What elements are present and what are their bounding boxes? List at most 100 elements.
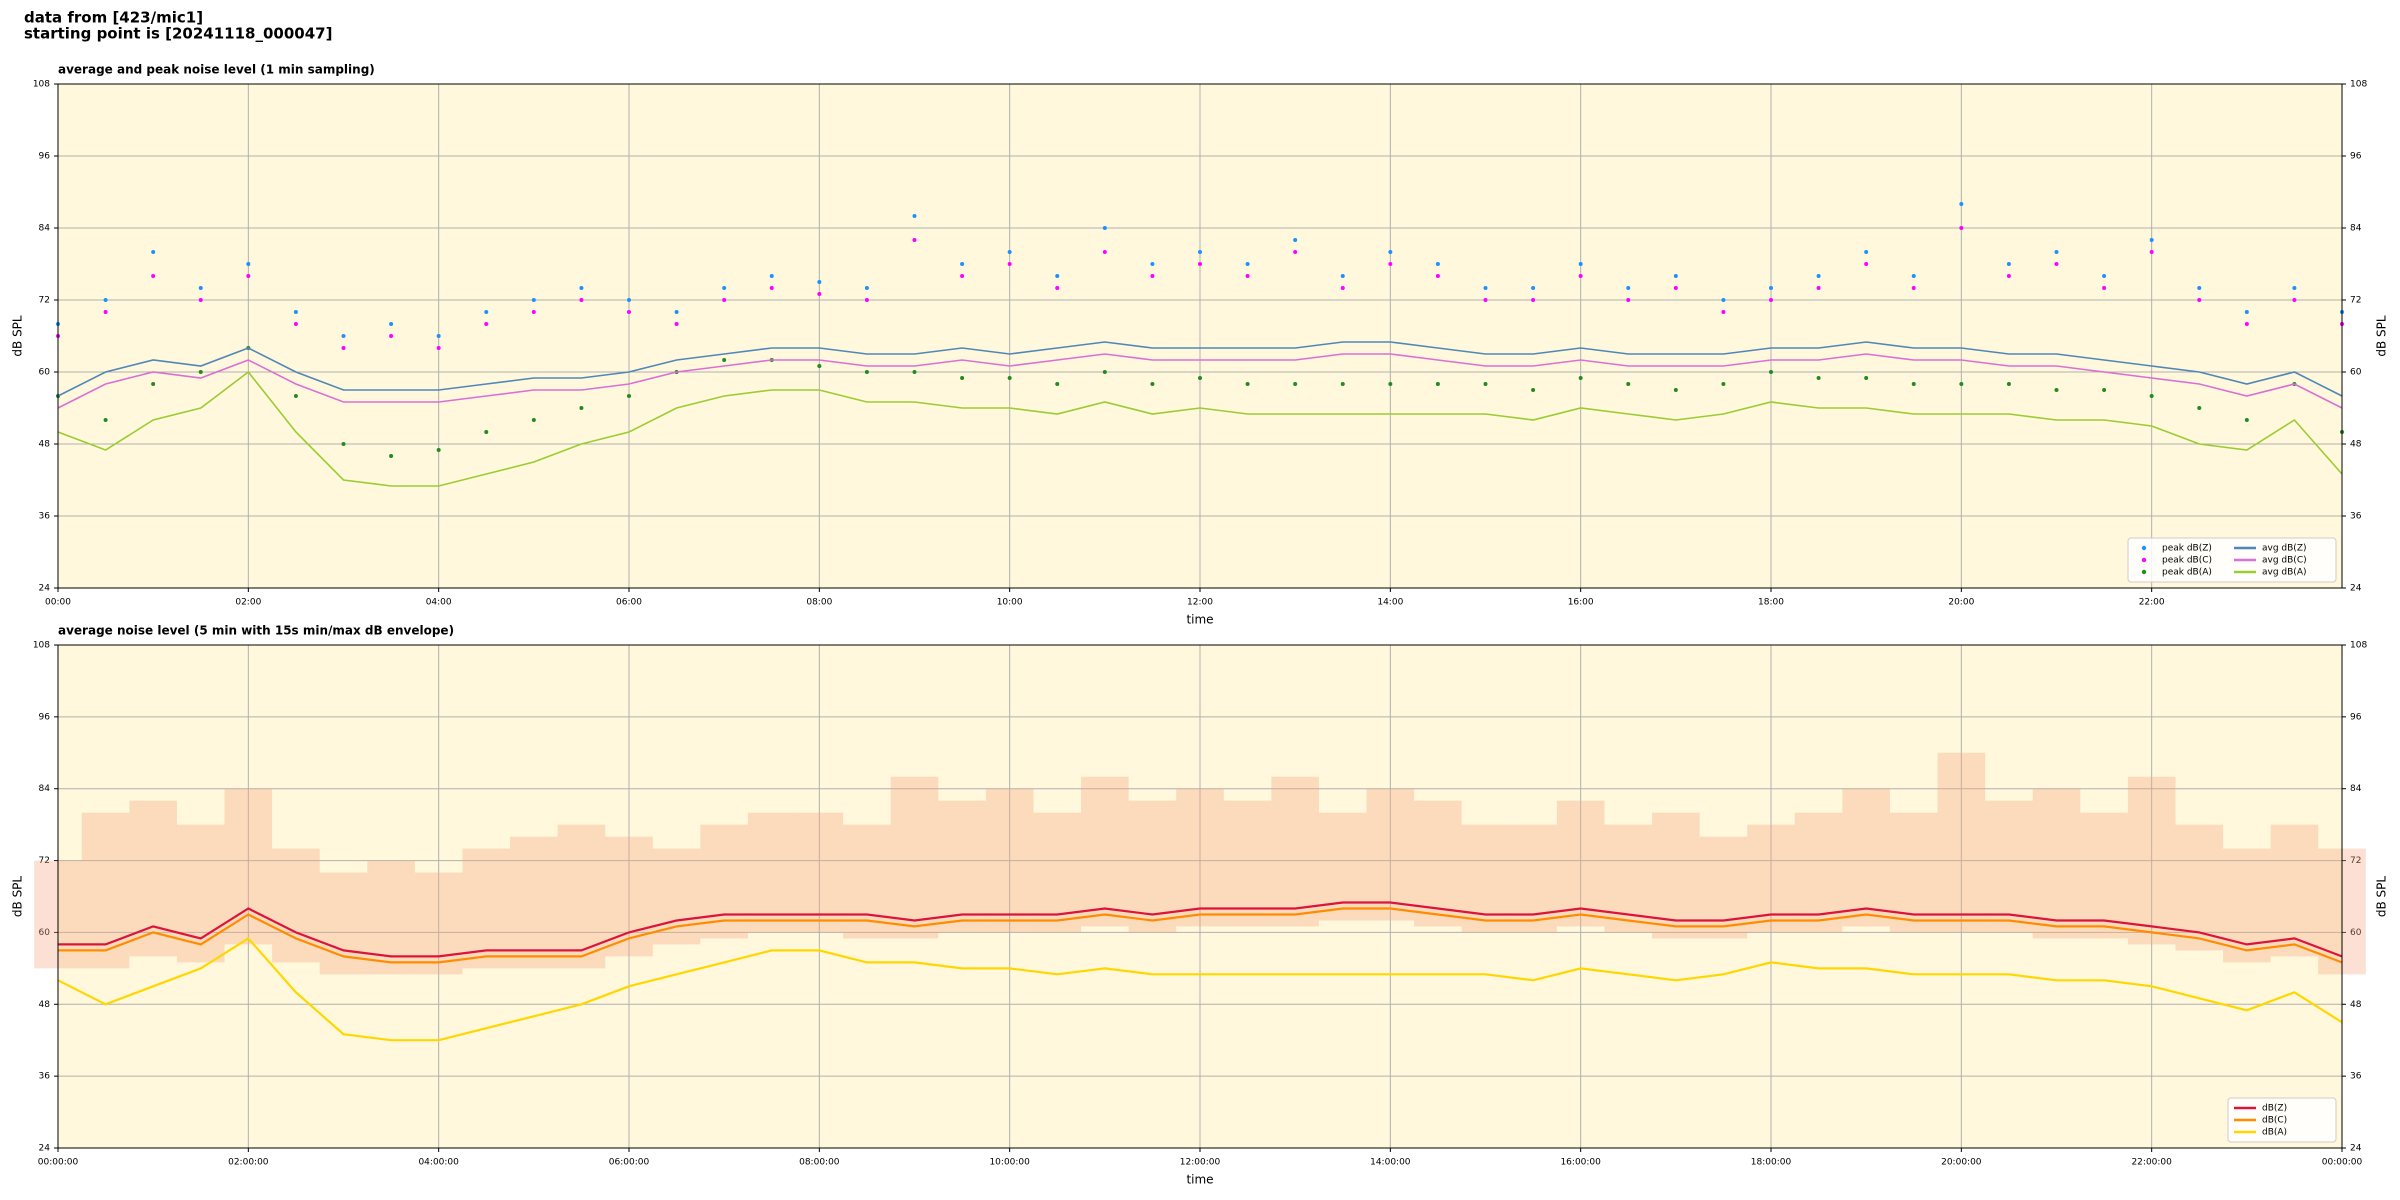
peak-dot [2292, 286, 2297, 290]
peak-dot [1245, 274, 1250, 278]
y2-tick-label: 96 [2350, 152, 2362, 162]
x-tick-label: 08:00:00 [799, 1158, 840, 1168]
peak-dot [960, 262, 965, 266]
y-tick-label: 24 [39, 1144, 51, 1154]
chart-title: average and peak noise level (1 min samp… [58, 63, 375, 77]
envelope-band [652, 848, 701, 945]
peak-dot [960, 376, 965, 380]
peak-dot [1293, 382, 1298, 386]
y2-tick-label: 48 [2350, 1000, 2362, 1010]
peak-dot [1055, 382, 1060, 386]
y2-tick-label: 84 [2350, 224, 2362, 234]
peak-dot [722, 286, 727, 290]
peak-dot [1245, 382, 1250, 386]
envelope-band [1699, 836, 1748, 939]
peak-dot [151, 382, 156, 386]
y-tick-label: 36 [39, 512, 51, 522]
x-tick-label: 16:00 [1568, 598, 1594, 608]
peak-dot [579, 286, 584, 290]
x-tick-label: 10:00:00 [989, 1158, 1030, 1168]
peak-dot [1435, 382, 1440, 386]
peak-dot [1055, 274, 1060, 278]
envelope-band [2270, 824, 2319, 957]
legend-marker [2141, 545, 2147, 551]
peak-dot [579, 298, 584, 302]
peak-dot [531, 310, 536, 314]
y-tick-label: 84 [39, 224, 51, 234]
peak-dot [198, 298, 203, 302]
peak-dot [2054, 250, 2059, 254]
legend-marker [2141, 569, 2147, 575]
peak-dot [674, 322, 679, 326]
peak-dot [960, 274, 965, 278]
chart-title: average noise level (5 min with 15s min/… [58, 624, 454, 638]
peak-dot [1007, 262, 1012, 266]
peak-dot [1102, 370, 1107, 374]
peak-dot [484, 310, 489, 314]
y-tick-label: 72 [39, 856, 50, 866]
peak-dot [864, 286, 869, 290]
y-tick-label: 48 [39, 1000, 51, 1010]
peak-dot [1388, 382, 1393, 386]
envelope-band [795, 812, 844, 933]
y2-axis-label: dB SPL [2375, 315, 2389, 357]
peak-dot [103, 418, 108, 422]
peak-dot [2149, 250, 2154, 254]
peak-dot [2054, 262, 2059, 266]
peak-dot [1816, 274, 1821, 278]
peak-dot [722, 358, 727, 362]
y2-tick-label: 108 [2350, 641, 2367, 651]
x-tick-label: 22:00 [2139, 598, 2165, 608]
peak-dot [2244, 310, 2249, 314]
envelope-band [1461, 824, 1510, 933]
peak-dot [2197, 406, 2202, 410]
peak-dot [1150, 262, 1155, 266]
legend-label: peak dB(C) [2162, 556, 2212, 566]
peak-dot [1340, 286, 1345, 290]
peak-dot [722, 298, 727, 302]
x-tick-label: 06:00 [616, 598, 642, 608]
x-tick-label: 22:00:00 [2131, 1158, 2172, 1168]
x-axis-label: time [1186, 613, 1213, 627]
peak-dot [1531, 388, 1536, 392]
peak-dot [2006, 274, 2011, 278]
peak-dot [531, 418, 536, 422]
peak-dot [1483, 382, 1488, 386]
x-tick-label: 14:00 [1377, 598, 1403, 608]
peak-dot [1673, 274, 1678, 278]
y-tick-label: 96 [39, 712, 51, 722]
peak-dot [484, 430, 489, 434]
peak-dot [817, 364, 822, 368]
peak-dot [1864, 376, 1869, 380]
x-tick-label: 04:00:00 [418, 1158, 459, 1168]
peak-dot [1578, 262, 1583, 266]
peak-dot [1959, 202, 1964, 206]
x-tick-label: 00:00:00 [38, 1158, 79, 1168]
header-line: data from [423/mic1] [24, 9, 203, 27]
peak-dot [341, 442, 346, 446]
peak-dot [2244, 322, 2249, 326]
peak-dot [1673, 286, 1678, 290]
peak-dot [817, 292, 822, 296]
peak-dot [1150, 274, 1155, 278]
x-tick-label: 04:00 [426, 598, 452, 608]
peak-dot [864, 298, 869, 302]
peak-dot [1435, 262, 1440, 266]
y2-tick-label: 96 [2350, 712, 2362, 722]
peak-dot [246, 262, 251, 266]
envelope-band [1366, 788, 1415, 921]
envelope-band [2127, 776, 2176, 945]
y2-tick-label: 108 [2350, 80, 2367, 90]
y2-tick-label: 60 [2350, 928, 2362, 938]
peak-dot [1245, 262, 1250, 266]
x-tick-label: 20:00:00 [1941, 1158, 1982, 1168]
peak-dot [389, 322, 394, 326]
y-tick-label: 72 [39, 296, 50, 306]
y-tick-label: 108 [33, 80, 50, 90]
envelope-band [1842, 788, 1890, 927]
peak-dot [912, 238, 917, 242]
peak-dot [1293, 250, 1298, 254]
peak-dot [1769, 286, 1773, 290]
header-line: starting point is [20241118_000047] [24, 25, 332, 43]
